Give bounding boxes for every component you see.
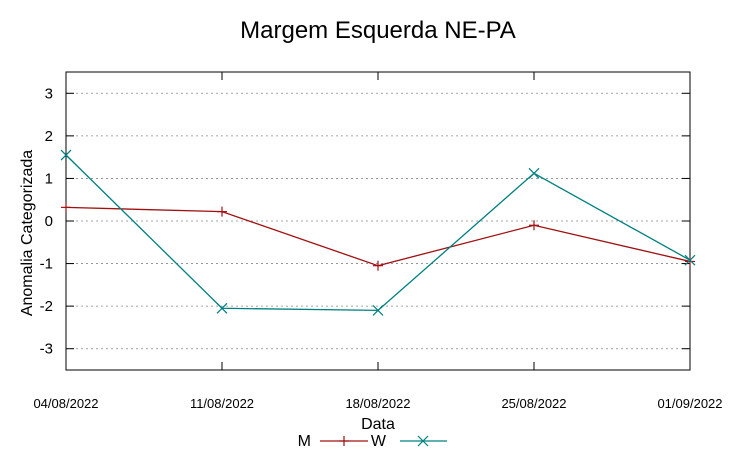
data-point-w (372, 304, 384, 316)
data-point-w-d2 (684, 254, 696, 266)
y-tick-label: 3 (45, 85, 53, 102)
data-point-w-d2 (372, 304, 384, 316)
y-tick-label: -3 (40, 341, 53, 358)
y-tick-label: -1 (40, 256, 53, 273)
data-point-w (216, 302, 228, 314)
x-tick-label: 01/09/2022 (657, 396, 722, 411)
series-group (60, 149, 696, 316)
x-tick-label: 18/08/2022 (345, 396, 410, 411)
legend-marker-m (339, 436, 349, 446)
y-tick-label: -2 (40, 298, 53, 315)
data-point-w (60, 149, 72, 161)
data-point-w-d2 (528, 167, 540, 179)
data-point-w (684, 254, 696, 266)
y-axis: 3 2 1 0 -1 -2 -3 (40, 85, 690, 358)
data-point-w-d2 (60, 149, 72, 161)
data-point-w (528, 167, 540, 179)
y-tick-label: 1 (45, 170, 53, 187)
legend-label-w: W (371, 433, 387, 450)
x-tick-label: 25/08/2022 (501, 396, 566, 411)
legend-label-m: M (298, 433, 311, 450)
legend-marker-w (417, 435, 429, 447)
x-tick-label: 11/08/2022 (190, 396, 254, 411)
data-point-m (61, 202, 71, 213)
series-line-m (65, 206, 691, 267)
data-point-w-d2 (216, 302, 228, 314)
x-axis: 04/08/2022 11/08/2022 18/08/2022 25/08/2022… (33, 72, 723, 411)
data-point-m (685, 256, 695, 267)
data-point-m (529, 220, 539, 231)
y-tick-label: 0 (45, 213, 53, 230)
legend: M W (298, 433, 447, 450)
x-tick-label: 04/08/2022 (33, 396, 98, 411)
grid-lines (66, 92, 690, 350)
data-point-m (373, 260, 383, 271)
y-tick-label: 2 (45, 128, 53, 145)
legend-marker-w-d2 (417, 435, 429, 447)
data-point-m (217, 206, 227, 217)
y-axis-label: Anomalia Categorizada (19, 150, 36, 316)
chart-title: Margem Esquerda NE-PA (240, 17, 516, 44)
x-axis-label: Data (361, 416, 395, 433)
